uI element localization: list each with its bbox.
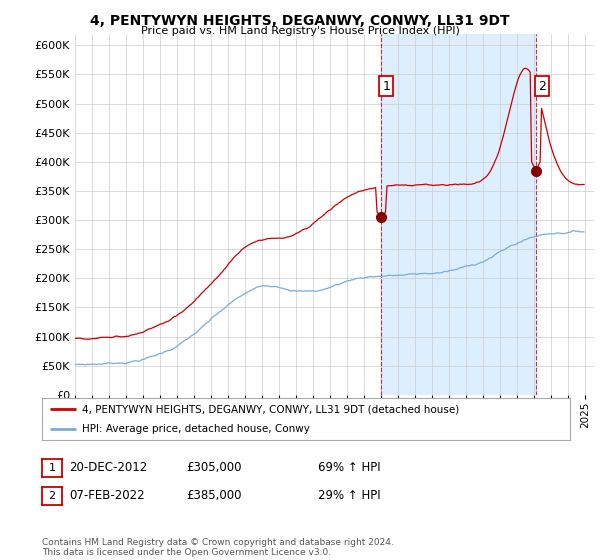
Text: £385,000: £385,000 (186, 489, 241, 502)
Text: 1: 1 (49, 463, 55, 473)
Text: Price paid vs. HM Land Registry's House Price Index (HPI): Price paid vs. HM Land Registry's House … (140, 26, 460, 36)
Text: 2: 2 (538, 80, 546, 92)
Text: 07-FEB-2022: 07-FEB-2022 (69, 489, 145, 502)
Bar (381, 34, 536, 395)
Text: Contains HM Land Registry data © Crown copyright and database right 2024.
This d: Contains HM Land Registry data © Crown c… (42, 538, 394, 557)
Text: 1: 1 (382, 80, 391, 92)
Text: £305,000: £305,000 (186, 461, 241, 474)
Text: 4, PENTYWYN HEIGHTS, DEGANWY, CONWY, LL31 9DT: 4, PENTYWYN HEIGHTS, DEGANWY, CONWY, LL3… (90, 14, 510, 28)
Text: 29% ↑ HPI: 29% ↑ HPI (318, 489, 380, 502)
Text: HPI: Average price, detached house, Conwy: HPI: Average price, detached house, Conw… (82, 424, 310, 434)
Text: 69% ↑ HPI: 69% ↑ HPI (318, 461, 380, 474)
Text: 2: 2 (49, 491, 55, 501)
Text: 4, PENTYWYN HEIGHTS, DEGANWY, CONWY, LL31 9DT (detached house): 4, PENTYWYN HEIGHTS, DEGANWY, CONWY, LL3… (82, 404, 459, 414)
Text: 20-DEC-2012: 20-DEC-2012 (69, 461, 147, 474)
